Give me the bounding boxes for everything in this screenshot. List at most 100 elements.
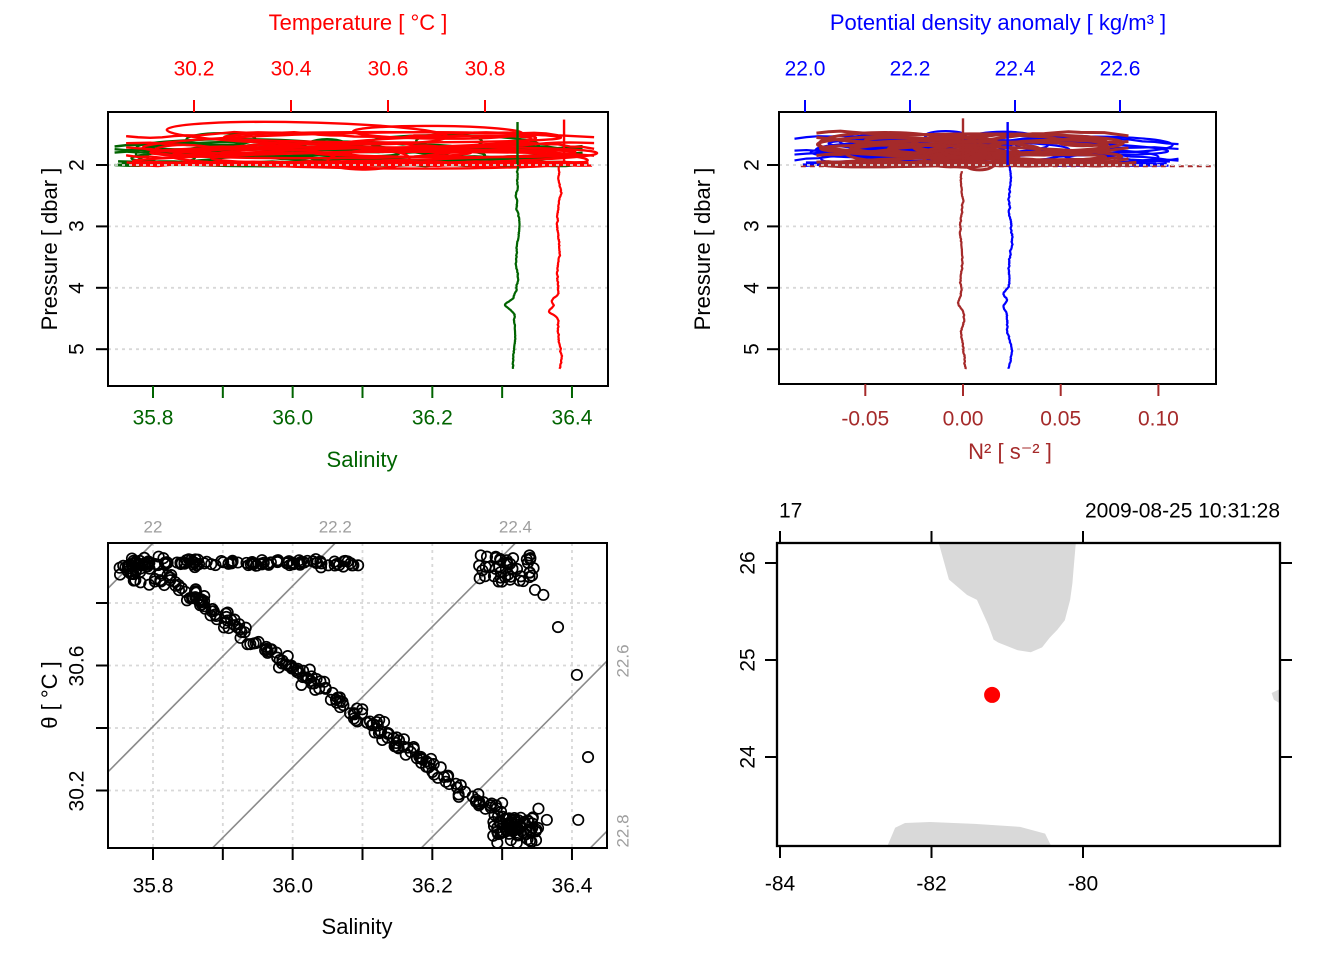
- map-longitude-tick-label: -82: [916, 872, 947, 896]
- p1-salinity-tick-label: 36.4: [551, 406, 593, 430]
- ts-point: [511, 828, 524, 841]
- ts-point: [298, 556, 311, 569]
- p2-frame: [778, 111, 1217, 385]
- surface-line: [125, 147, 595, 160]
- p2-n2-tick-label: 0.10: [1137, 407, 1179, 431]
- ts-point: [365, 719, 378, 732]
- ts-point: [427, 758, 440, 771]
- ts-point: [281, 650, 294, 663]
- p1-salinity-axis-title: Salinity: [326, 447, 398, 472]
- ts-point: [570, 668, 583, 681]
- isopycnal-label: 22.4: [498, 517, 532, 537]
- ts-point: [517, 575, 530, 588]
- p1-temperature-tick-label: 30.2: [173, 57, 215, 81]
- ts-point: [238, 626, 251, 639]
- p1-salinity-tick-label: 36.0: [272, 406, 314, 430]
- ts-point: [401, 741, 414, 754]
- surface-line: [126, 141, 595, 149]
- ts-point: [523, 571, 536, 584]
- p1-pressure-tick-label: 4: [65, 281, 89, 294]
- map-latitude-tick-label: 24: [736, 745, 760, 769]
- ts-point: [494, 552, 507, 566]
- ts-point: [504, 573, 517, 586]
- ts-point: [305, 670, 318, 683]
- ts-point: [124, 567, 137, 580]
- p2-n2-tick-label: -0.05: [841, 407, 890, 431]
- p3-salinity-tick-label: 36.4: [551, 874, 593, 898]
- p1-temperature-axis-title: Temperature [ °C ]: [268, 10, 448, 35]
- p1-temperature-tick-label: 30.4: [270, 57, 312, 81]
- ts-point: [231, 556, 244, 569]
- land-polygon: [938, 543, 1076, 653]
- ts-point: [376, 733, 389, 747]
- ts-point: [161, 569, 174, 582]
- map-latitude-tick-label: 25: [736, 648, 760, 672]
- ts-point: [164, 571, 177, 584]
- p1-plot-area: [108, 119, 608, 370]
- ts-point: [523, 834, 537, 847]
- map-plot-area: [887, 543, 1280, 846]
- isopycnal-22.6: [420, 659, 607, 848]
- p2-density-tick-label: 22.2: [889, 57, 931, 81]
- p2-plot-area: [779, 118, 1216, 370]
- ts-point: [506, 562, 519, 575]
- ts-point: [337, 560, 350, 573]
- p1-salinity-tick-label: 36.2: [411, 406, 453, 430]
- land-polygon: [887, 821, 1052, 846]
- ts-point: [344, 707, 357, 720]
- ts-point: [330, 557, 343, 571]
- ts-point: [291, 662, 304, 675]
- p2-pressure-tick-label: 4: [740, 281, 764, 294]
- ts-point: [399, 748, 412, 761]
- p1-pressure-tick-label: 2: [65, 159, 89, 171]
- ts-point: [228, 619, 241, 632]
- ts-point: [473, 572, 486, 585]
- surface-line: [816, 143, 1129, 158]
- isopycnal-label: 22.6: [613, 644, 633, 678]
- ts-point: [441, 770, 454, 783]
- p3-frame: [107, 542, 608, 849]
- ts-point: [407, 742, 420, 755]
- ts-point: [500, 554, 513, 567]
- isopycnal-label: 22: [143, 517, 163, 537]
- p2-n2-tick-label: 0.05: [1040, 407, 1082, 431]
- ts-point: [333, 691, 346, 704]
- ts-point: [179, 585, 192, 598]
- ts-point: [151, 558, 164, 571]
- ts-point: [195, 596, 208, 609]
- ts-point: [205, 558, 218, 571]
- surface-line: [125, 130, 595, 140]
- p1-temperature-tick-label: 30.6: [367, 57, 409, 81]
- n2-core-loop: [937, 134, 978, 159]
- ts-point: [333, 695, 347, 708]
- p2-density-tick-label: 22.0: [784, 57, 826, 81]
- p1-pressure-axis-title: Pressure [ dbar ]: [37, 167, 62, 331]
- ts-point: [175, 557, 188, 570]
- ts-point: [487, 570, 500, 583]
- surface-line: [126, 141, 595, 152]
- ts-point: [510, 836, 523, 848]
- p2-n2-axis-title: N² [ s⁻² ]: [968, 439, 1052, 464]
- ts-point: [210, 609, 223, 623]
- p3-salinity-tick-label: 36.2: [411, 874, 453, 898]
- isopycnal-label: 22.8: [613, 814, 633, 848]
- ts-point: [222, 621, 235, 635]
- p1-pressure-tick-label: 5: [65, 343, 89, 356]
- map-datetime: 2009-08-25 10:31:28: [1085, 499, 1280, 523]
- ts-point: [371, 719, 384, 732]
- ts-point: [540, 813, 553, 826]
- ts-point: [551, 621, 565, 634]
- ts-point: [532, 802, 545, 815]
- ts-point: [328, 559, 341, 572]
- ts-point: [172, 584, 185, 597]
- ts-point: [300, 671, 313, 684]
- ts-point: [499, 812, 512, 825]
- ts-point: [478, 570, 492, 583]
- p2-pressure-tick-label: 3: [740, 220, 764, 233]
- ts-point: [244, 638, 257, 651]
- p2-n2-tick-label: 0.00: [942, 407, 984, 431]
- ts-point: [264, 556, 277, 569]
- map-longitude-tick-label: -84: [764, 872, 796, 896]
- ts-point: [505, 814, 518, 827]
- ts-point: [439, 775, 452, 788]
